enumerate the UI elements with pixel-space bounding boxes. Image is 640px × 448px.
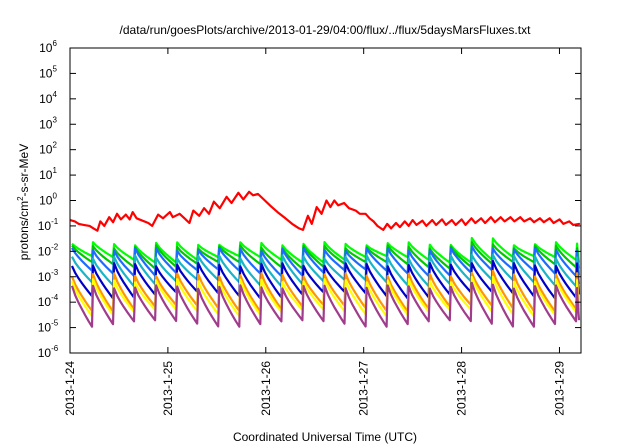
y-axis-label-main: protons/cm [17,201,31,260]
y-tick-label: 106 [39,39,57,55]
series-line [70,275,581,318]
series-line [70,281,581,328]
x-tick-label: 2013-1-28 [455,361,469,416]
y-axis-label-sup: 2 [16,196,25,201]
y-tick-label: 101 [39,166,57,182]
y-tick-label: 10-3 [38,268,59,284]
x-tick-label: 2013-1-26 [259,361,273,416]
x-axis-label: Coordinated Universal Time (UTC) [233,430,417,444]
chart-title: /data/run/goesPlots/archive/2013-01-29/0… [120,23,532,37]
series-line-red [69,190,581,232]
series-line [70,269,581,313]
y-tick-label: 103 [39,115,57,131]
series-layer [69,190,581,328]
series-line [71,236,581,264]
y-tick-label: 10-6 [38,344,59,360]
x-tick-label: 2013-1-25 [161,361,175,416]
y-tick-label: 105 [39,64,57,80]
y-axis: 10-6 10-5 10-4 10-3 10-2 10-1 100 101 102 103 104 1… [38,39,581,360]
x-tick-label: 2013-1-27 [357,361,371,416]
y-tick-label: 102 [39,141,57,157]
series-line [71,253,581,288]
y-axis-label: protons/cm2-s-sr-MeV [16,144,31,260]
series-line [71,259,581,300]
y-tick-label: 10-1 [38,217,59,233]
y-tick-label: 100 [39,192,57,208]
series-line [71,245,581,278]
y-tick-label: 104 [39,90,57,106]
y-tick-label: 10-5 [38,319,59,335]
y-axis-label-rest: -s-sr-MeV [17,144,31,197]
y-tick-label: 10-2 [38,242,59,258]
x-tick-label: 2013-1-29 [552,361,566,416]
y-tick-label: 10-4 [38,293,59,309]
series-line [71,241,581,270]
x-axis: 2013-1-24 2013-1-25 2013-1-26 2013-1-27 2013… [63,48,566,416]
x-tick-label: 2013-1-24 [63,361,77,416]
